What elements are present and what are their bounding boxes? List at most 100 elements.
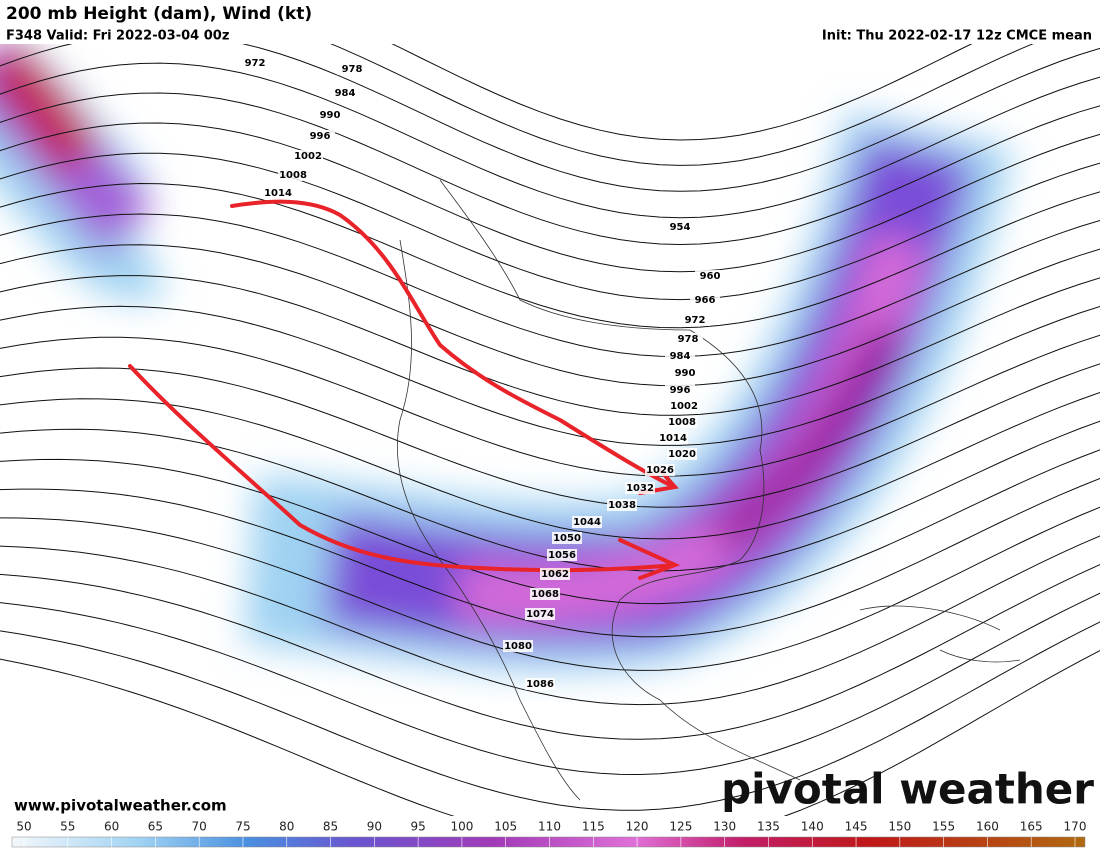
contour-label-bg	[315, 109, 345, 121]
contour-label: 960	[700, 271, 721, 282]
colorbar-tick-label: 90	[367, 820, 382, 834]
contour-label-bg	[690, 294, 720, 306]
contour-label: 1008	[668, 417, 696, 428]
contour-label: 966	[695, 295, 716, 306]
contour-label-bg	[667, 448, 697, 460]
contour-label-bg	[337, 63, 367, 75]
contour-label: 1026	[646, 465, 674, 476]
colorbar-ticks: 50 55 60 65 70 75 80 85 90 95 100 105 110 115 120 125 13…	[16, 820, 1086, 847]
colorbar	[11, 836, 1086, 848]
colorbar-tick-label: 75	[235, 820, 250, 834]
contour-label-bg	[305, 130, 335, 142]
contour-line	[0, 213, 1100, 358]
contour-label: 984	[670, 351, 691, 362]
contour-line	[0, 152, 1100, 301]
contour-label-bg	[547, 549, 577, 561]
contour-line	[0, 535, 1100, 706]
contour-label: 1044	[573, 517, 601, 528]
contour-label: 954	[670, 222, 691, 233]
contour-label-bg	[670, 367, 700, 379]
colorbar-tick-label: 155	[932, 820, 955, 834]
contour-label: 978	[678, 334, 699, 345]
contour-label-bg	[525, 678, 555, 690]
title: 200 mb Height (dam), Wind (kt)	[6, 4, 312, 24]
contour-label: 990	[675, 368, 696, 379]
colorbar-tick-label: 150	[888, 820, 911, 834]
contour-line	[0, 363, 1100, 508]
contour-label-bg	[540, 568, 570, 580]
contour-label-bg	[240, 57, 270, 69]
website: www.pivotalweather.com	[14, 797, 227, 815]
contour-label: 1062	[541, 569, 569, 580]
contour-line	[0, 564, 1100, 740]
colorbar-tick-label: 55	[60, 820, 75, 834]
contour-label-bg	[330, 87, 360, 99]
colorbar-tick-label: 70	[192, 820, 207, 834]
contour-label-bg	[607, 499, 637, 511]
contour-label-bg	[645, 464, 675, 476]
contour-label-bg	[665, 350, 695, 362]
colorbar-tick-label: 145	[845, 820, 868, 834]
colorbar-tick-label: 50	[16, 820, 31, 834]
contour-label: 1008	[279, 170, 307, 181]
contour-line	[0, 92, 1100, 246]
coastlines	[397, 179, 1021, 801]
contour-label-bg	[625, 482, 655, 494]
colorbar-tick-label: 135	[757, 820, 780, 834]
contour-line	[0, 244, 1100, 387]
contour-line	[0, 0, 1075, 141]
contour-label: 996	[670, 385, 691, 396]
contour-label-bg	[552, 532, 582, 544]
colorbar-tick-label: 165	[1020, 820, 1043, 834]
colorbar-tick-label: 120	[626, 820, 649, 834]
contour-line	[0, 621, 1100, 811]
contour-label-bg	[278, 169, 308, 181]
contour-label-bg	[665, 384, 695, 396]
colorbar-tick-label: 65	[148, 820, 163, 834]
contour-label-bg	[572, 516, 602, 528]
init-time: Init: Thu 2022-02-17 12z CMCE mean	[822, 29, 1092, 44]
contour-label: 1080	[504, 641, 532, 652]
valid-time: F348 Valid: Fri 2022-03-04 00z	[6, 29, 229, 44]
colorbar-tick-label: 85	[323, 820, 338, 834]
contour-label: 1014	[659, 433, 687, 444]
colorbar-tick-label: 105	[494, 820, 517, 834]
contour-label: 1002	[294, 151, 322, 162]
colorbar-tick-label: 130	[713, 820, 736, 834]
contour-label: 1074	[526, 609, 554, 620]
contour-line	[0, 592, 1100, 776]
contour-line	[0, 506, 1100, 671]
colorbar-tick-label: 60	[104, 820, 119, 834]
contour-label-bg	[525, 608, 555, 620]
colorbar-tick-label: 95	[410, 820, 425, 834]
contour-label-bg	[293, 150, 323, 162]
contour-label: 972	[685, 315, 706, 326]
contour-line	[0, 182, 1100, 329]
contour-label-bg	[658, 432, 688, 444]
colorbar-tick-label: 160	[976, 820, 999, 834]
contour-label: 1032	[626, 483, 654, 494]
contour-line	[0, 477, 1100, 638]
contour-label-bg	[667, 416, 697, 428]
header-bg	[0, 0, 1100, 44]
contour-label-bg	[530, 588, 560, 600]
contour-label-bg	[665, 221, 695, 233]
colorbar-tick-label: 110	[538, 820, 561, 834]
contour-label: 1020	[668, 449, 696, 460]
colorbar-tick-label: 80	[279, 820, 294, 834]
contour-label-bg	[673, 333, 703, 345]
contour-label: 1068	[531, 589, 559, 600]
contour-label: 1002	[670, 401, 698, 412]
contour-label: 972	[245, 58, 266, 69]
contour-label: 1050	[553, 533, 581, 544]
contour-line	[0, 334, 1100, 477]
contour-label-bg	[680, 314, 710, 326]
contour-label: 1038	[608, 500, 636, 511]
contour-label: 978	[342, 64, 363, 75]
colorbar-tick-label: 100	[450, 820, 473, 834]
contour-label: 1056	[548, 550, 576, 561]
colorbar-tick-label: 115	[582, 820, 605, 834]
